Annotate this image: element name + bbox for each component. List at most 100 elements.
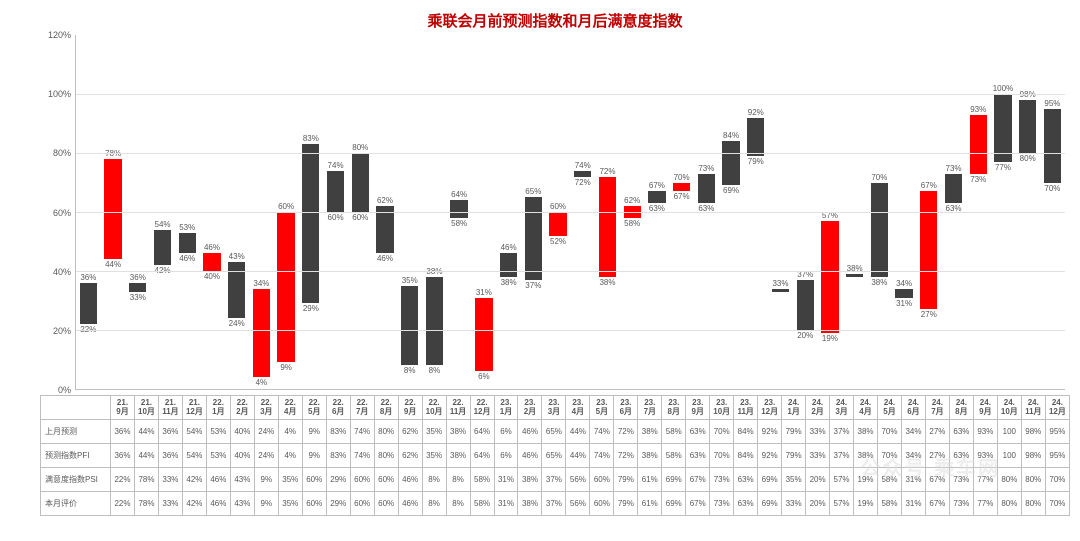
table-col-header: 24.11月 [1021,396,1045,420]
table-cell: 44% [566,420,590,444]
bar: 98%80% [1019,100,1036,153]
bar-bottom-label: 72% [575,178,591,187]
table-cell: 60% [350,492,374,516]
table-cell: 20% [806,468,830,492]
bar-top-label: 54% [155,220,171,229]
table-cell: 73% [949,492,973,516]
bar-bottom-label: 8% [404,366,416,375]
bar: 34%31% [895,289,912,298]
bar: 31%6% [475,298,492,372]
bar: 64%58% [450,200,467,218]
table-cell: 70% [710,444,734,468]
table-col-header: 23.3月 [542,396,566,420]
table-cell: 56% [566,492,590,516]
bar-bottom-label: 60% [352,213,368,222]
table-cell: 6% [494,420,518,444]
table-cell: 62% [398,420,422,444]
bar: 60%9% [277,212,294,362]
table-cell: 40% [230,444,254,468]
table-cell: 72% [614,420,638,444]
table-cell: 72% [614,444,638,468]
table-cell: 63% [734,468,758,492]
bar-bottom-label: 44% [105,260,121,269]
table-row-header: 满意度指数PSI [41,468,111,492]
bar: 70%67% [673,183,690,192]
bar-top-label: 60% [278,202,294,211]
table-col-header: 22.12月 [470,396,494,420]
bar-top-label: 64% [451,190,467,199]
gridline [76,153,1065,154]
bar-bottom-label: 33% [130,293,146,302]
bar: 60%52% [549,212,566,236]
bar-bottom-label: 79% [748,157,764,166]
table-cell: 57% [830,468,854,492]
watermark: 公众号 乘车网 [860,452,1000,481]
table-col-header: 22.3月 [254,396,278,420]
table-col-header: 21.9月 [111,396,135,420]
table-cell: 64% [470,420,494,444]
bar-top-label: 93% [970,105,986,114]
bar-bottom-label: 20% [797,331,813,340]
y-tick-label: 100% [48,89,71,99]
bar-top-label: 74% [575,161,591,170]
table-col-header: 23.7月 [638,396,662,420]
bar: 38% [846,274,863,277]
table-cell: 34% [901,420,925,444]
table-col-header: 22.7月 [350,396,374,420]
bar-bottom-label: 31% [896,299,912,308]
table-cell: 6% [494,444,518,468]
table-cell: 69% [758,492,782,516]
table-cell: 29% [326,468,350,492]
table-row-header: 预测指数PFI [41,444,111,468]
table-cell: 67% [686,468,710,492]
plot-area: 36%22%78%44%36%33%54%42%53%46%46%40%43%2… [75,35,1065,390]
table-cell: 22% [111,468,135,492]
bar: 37%20% [797,280,814,330]
table-col-header: 21.10月 [134,396,158,420]
table-col-header: 22.5月 [302,396,326,420]
bar-top-label: 72% [599,167,615,176]
bar-top-label: 46% [204,243,220,252]
y-tick-label: 40% [53,267,71,277]
bar: 46%40% [203,253,220,271]
table-cell: 36% [158,420,182,444]
bar-bottom-label: 80% [1020,154,1036,163]
table-cell: 63% [686,420,710,444]
table-cell: 44% [134,420,158,444]
table-cell: 79% [614,492,638,516]
bar-bottom-label: 9% [280,363,292,372]
table-cell: 60% [350,468,374,492]
table-cell: 36% [111,420,135,444]
table-cell: 80% [1021,468,1045,492]
table-cell: 9% [302,420,326,444]
table-cell: 33% [158,492,182,516]
table-cell: 93% [973,420,997,444]
table-cell: 60% [590,468,614,492]
bar-bottom-label: 19% [822,334,838,343]
bar-top-label: 34% [253,279,269,288]
table-cell: 35% [278,468,302,492]
bar: 73%63% [698,174,715,204]
table-col-header: 22.11月 [446,396,470,420]
bar-bottom-label: 69% [723,186,739,195]
table-cell: 36% [111,444,135,468]
table-cell: 43% [230,468,254,492]
table-cell: 98% [1021,444,1045,468]
table-cell: 78% [134,468,158,492]
bar: 80%60% [352,153,369,212]
table-cell: 35% [422,420,446,444]
table-cell: 79% [782,444,806,468]
bar: 74%60% [327,171,344,212]
table-cell: 80% [1021,492,1045,516]
table-cell: 24% [254,444,278,468]
bar: 36%22% [80,283,97,324]
bar-top-label: 70% [871,173,887,182]
bar: 70%38% [871,183,888,277]
table-cell: 58% [662,444,686,468]
y-tick-label: 0% [58,385,71,395]
table-cell: 100 [997,444,1021,468]
table-cell: 56% [566,468,590,492]
table-cell: 67% [925,492,949,516]
table-cell: 57% [830,492,854,516]
table-col-header: 21.11月 [158,396,182,420]
